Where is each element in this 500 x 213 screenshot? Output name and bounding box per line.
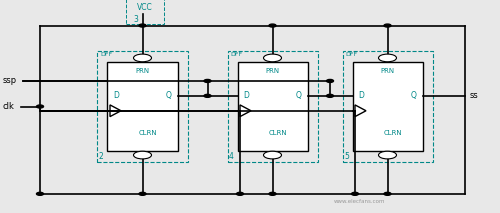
Circle shape — [204, 79, 211, 82]
Text: 4: 4 — [229, 152, 234, 161]
Text: 3: 3 — [134, 15, 138, 24]
Circle shape — [269, 24, 276, 27]
Text: PRN: PRN — [136, 68, 149, 74]
Circle shape — [134, 151, 152, 159]
Bar — [98, 51, 188, 162]
Text: DFF: DFF — [100, 52, 112, 57]
Text: D: D — [244, 91, 250, 100]
Text: PRN: PRN — [266, 68, 280, 74]
Text: DFF: DFF — [345, 52, 357, 57]
Text: D: D — [358, 91, 364, 100]
Text: CLRN: CLRN — [268, 130, 287, 136]
Circle shape — [378, 151, 396, 159]
Circle shape — [36, 105, 44, 108]
Circle shape — [269, 192, 276, 195]
Circle shape — [384, 24, 391, 27]
Text: Q: Q — [296, 91, 302, 100]
Bar — [238, 62, 308, 151]
Circle shape — [264, 54, 281, 62]
Text: ss: ss — [470, 91, 479, 100]
Text: clk: clk — [2, 102, 14, 111]
Circle shape — [384, 192, 391, 195]
Text: CLRN: CLRN — [383, 130, 402, 136]
Circle shape — [204, 94, 211, 97]
Circle shape — [134, 54, 152, 62]
Bar — [228, 51, 318, 162]
Text: VCC: VCC — [137, 3, 153, 12]
Circle shape — [139, 24, 146, 27]
Text: D: D — [114, 91, 119, 100]
Circle shape — [264, 151, 281, 159]
Bar — [352, 62, 422, 151]
Text: Q: Q — [166, 91, 172, 100]
Text: www.elecfans.com: www.elecfans.com — [334, 200, 386, 204]
Circle shape — [236, 192, 244, 195]
Text: CLRN: CLRN — [138, 130, 157, 136]
Circle shape — [352, 192, 358, 195]
Text: Q: Q — [410, 91, 416, 100]
Circle shape — [378, 54, 396, 62]
Text: 2: 2 — [99, 152, 103, 161]
Text: ssp: ssp — [2, 76, 16, 85]
Circle shape — [139, 192, 146, 195]
Bar — [342, 51, 432, 162]
Circle shape — [326, 94, 334, 97]
Text: DFF: DFF — [230, 52, 242, 57]
Text: PRN: PRN — [380, 68, 394, 74]
Text: 5: 5 — [344, 152, 349, 161]
Circle shape — [326, 79, 334, 82]
Circle shape — [36, 192, 44, 195]
Bar — [108, 62, 178, 151]
